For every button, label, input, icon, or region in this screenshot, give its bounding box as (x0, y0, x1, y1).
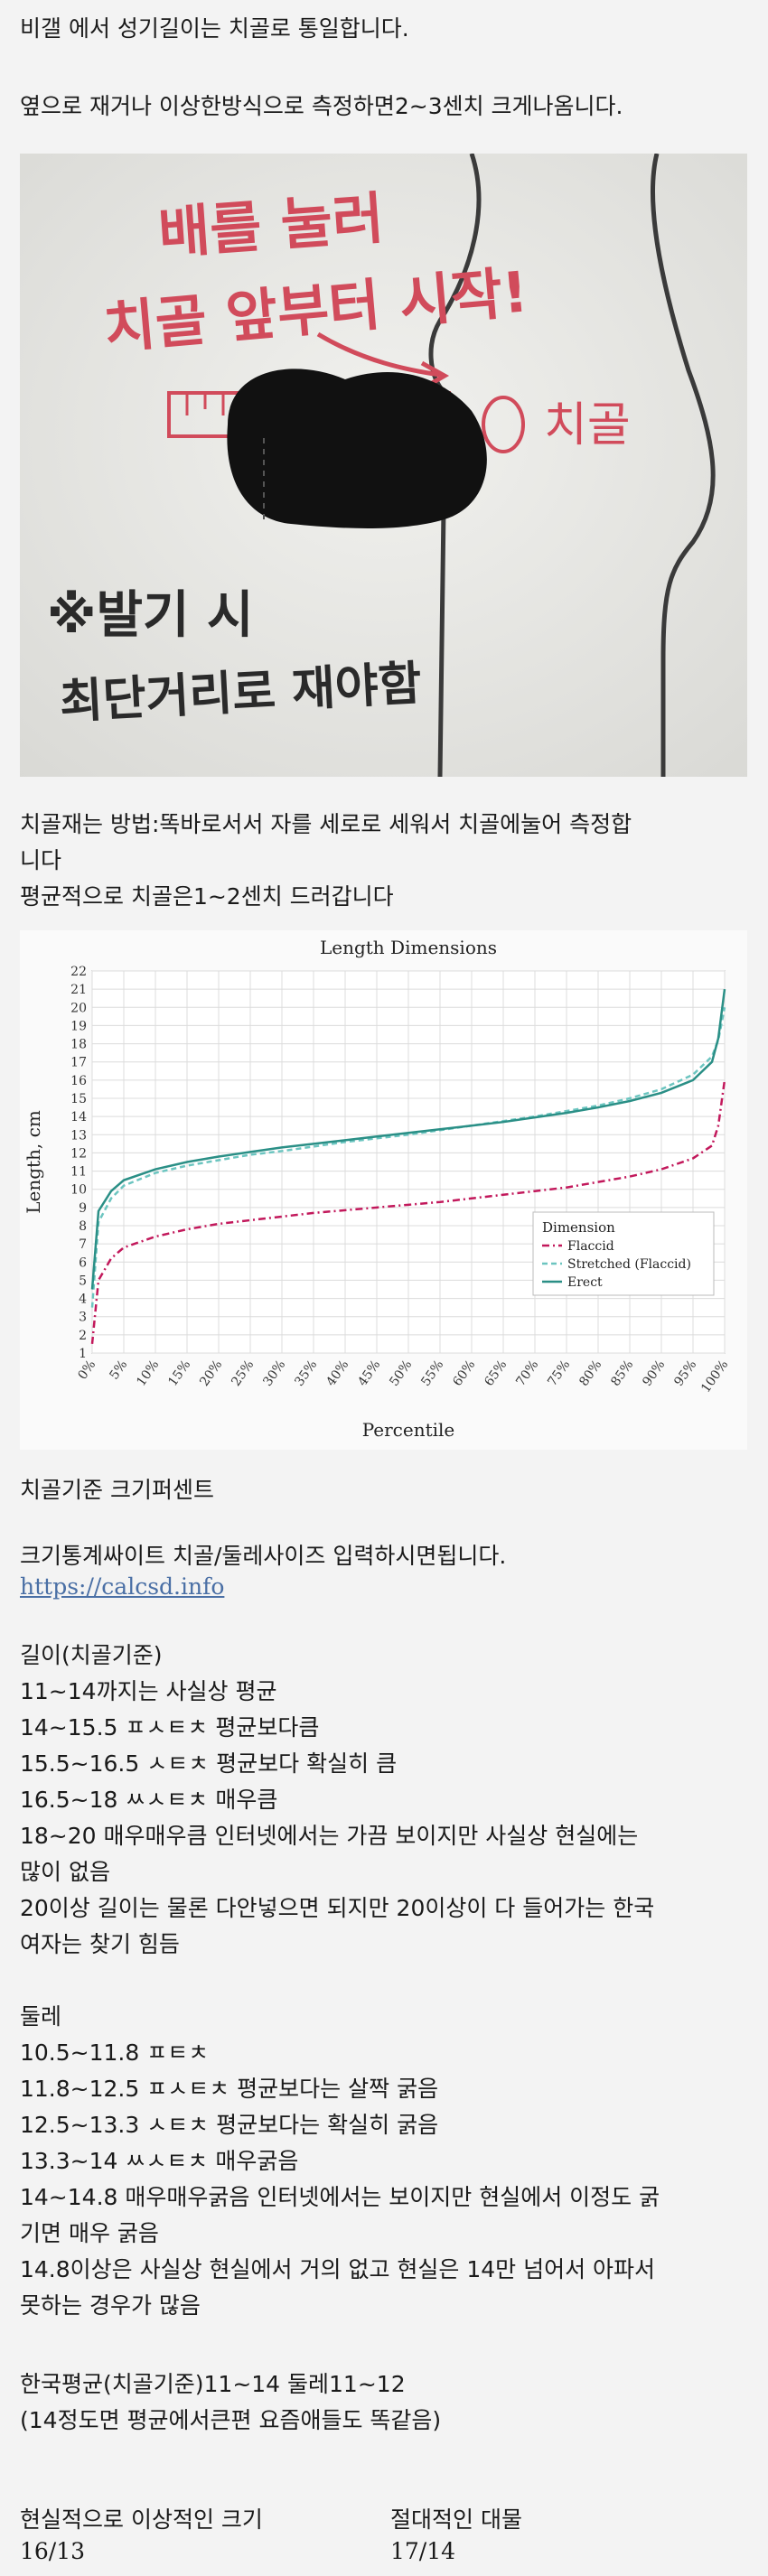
summary-left-label: 현실적으로 이상적인 크기 (20, 2506, 263, 2533)
x-tick-label: 70% (513, 1358, 541, 1389)
y-tick-label: 5 (79, 1274, 87, 1288)
x-tick-label: 25% (229, 1358, 257, 1389)
y-tick-label: 4 (79, 1293, 87, 1307)
korea-avg-line-1: 한국평균(치골기준)11~14 둘레11~12 (20, 2371, 406, 2397)
chart-title: Length Dimensions (320, 937, 497, 958)
y-tick-label: 1 (79, 1347, 87, 1361)
summary-right-value: 17/14 (390, 2538, 456, 2564)
y-tick-label: 15 (70, 1092, 87, 1106)
x-tick-label: 95% (671, 1358, 699, 1389)
x-tick-label: 15% (165, 1358, 193, 1389)
legend-title: Dimension (542, 1219, 615, 1236)
length-section-title: 길이(치골기준) (20, 1642, 163, 1668)
method-line-3: 평균적으로 치골은1~2센치 드러갑니다 (20, 883, 394, 910)
illustration-bottom-text-1: ※발기 시 (47, 586, 254, 645)
x-tick-label: 10% (134, 1358, 162, 1389)
y-tick-label: 16 (70, 1074, 87, 1088)
y-tick-label: 14 (70, 1110, 87, 1125)
y-tick-label: 19 (70, 1019, 87, 1033)
section-line: 10.5~11.8 ㅍㅌㅊ (20, 2039, 210, 2066)
y-tick-label: 18 (70, 1038, 87, 1052)
section-line: 20이상 길이는 물론 다안넣으면 되지만 20이상이 다 들어가는 한국 (20, 1895, 655, 1921)
x-tick-label: 90% (640, 1358, 668, 1389)
section-line: 14~15.5 ㅍㅅㅌㅊ 평균보다큼 (20, 1714, 320, 1741)
y-axis-label: Length, cm (23, 1110, 44, 1214)
x-tick-label: 35% (292, 1358, 320, 1389)
y-tick-label: 6 (79, 1255, 87, 1270)
y-tick-label: 7 (79, 1237, 87, 1252)
y-tick-label: 12 (70, 1146, 87, 1161)
y-tick-label: 3 (79, 1311, 87, 1325)
section-line: 못하는 경우가 많음 (20, 2292, 201, 2319)
korea-avg-line-2: (14정도면 평균에서큰편 요즘애들도 똑같음) (20, 2407, 442, 2433)
legend-entry: Flaccid (567, 1239, 614, 1254)
illustration-drawing: 배를 눌러 치골 앞부터 시작! 치골 ※발기 시 최단거리로 재야함 (20, 154, 747, 777)
y-tick-label: 17 (70, 1056, 87, 1070)
illustration-top-text-1: 배를 눌러 (156, 185, 386, 266)
y-tick-label: 13 (70, 1128, 87, 1143)
x-tick-label: 85% (608, 1358, 636, 1389)
x-tick-label: 55% (418, 1358, 446, 1389)
measurement-illustration: 배를 눌러 치골 앞부터 시작! 치골 ※발기 시 최단거리로 재야함 (20, 154, 747, 777)
series-line-flaccid (90, 1079, 726, 1345)
x-tick-label: 50% (387, 1358, 415, 1389)
y-tick-label: 20 (70, 1001, 87, 1015)
y-tick-label: 11 (70, 1165, 87, 1180)
x-tick-label: 40% (323, 1358, 351, 1389)
x-tick-label: 20% (197, 1358, 225, 1389)
arrow-icon (316, 331, 441, 378)
summary-right-label: 절대적인 대물 (390, 2506, 522, 2533)
x-tick-label: 80% (576, 1358, 604, 1389)
girth-section-title: 둘레 (20, 2003, 62, 2030)
section-line: 14~14.8 매우매우굵음 인터넷에서는 보이지만 현실에서 이정도 굵 (20, 2184, 660, 2210)
section-line: 11.8~12.5 ㅍㅅㅌㅊ 평균보다는 살짝 굵음 (20, 2076, 439, 2102)
x-tick-label: 0% (75, 1358, 98, 1382)
illustration-bone-label: 치골 (544, 398, 631, 453)
section-line: 15.5~16.5 ㅅㅌㅊ 평균보다 확실히 큼 (20, 1750, 398, 1777)
section-line: 11~14까지는 사실상 평균 (20, 1678, 277, 1704)
x-tick-label: 65% (482, 1358, 510, 1389)
site-link[interactable]: https://calcsd.info (20, 1573, 225, 1600)
legend-entry: Erect (567, 1275, 603, 1290)
section-line: 13.3~14 ㅆㅅㅌㅊ 매우굵음 (20, 2148, 299, 2174)
section-line: 18~20 매우매우큼 인터넷에서는 가끔 보이지만 사실상 현실에는 (20, 1823, 639, 1849)
section-line: 14.8이상은 사실상 현실에서 거의 없고 현실은 14만 넘어서 아파서 (20, 2256, 656, 2282)
percent-heading: 치골기준 크기퍼센트 (20, 1477, 214, 1503)
y-tick-label: 9 (79, 1201, 87, 1216)
series-line-stretched-flaccid (90, 1007, 726, 1308)
x-tick-label: 5% (107, 1358, 130, 1382)
x-tick-label: 75% (545, 1358, 573, 1389)
censored-blob (227, 369, 487, 528)
x-tick-label: 45% (355, 1358, 383, 1389)
x-axis-label: Percentile (362, 1419, 455, 1441)
legend-entry: Stretched (Flaccid) (567, 1257, 691, 1272)
y-tick-label: 21 (70, 983, 87, 997)
section-line: 16.5~18 ㅆㅅㅌㅊ 매우큼 (20, 1787, 278, 1813)
series-line-erect (90, 988, 726, 1290)
method-line-1: 치골재는 방법:똑바로서서 자를 세로로 세워서 치골에눌어 측정합 (20, 811, 632, 837)
method-line-2: 니다 (20, 847, 62, 873)
section-line: 기면 매우 굵음 (20, 2220, 159, 2246)
x-tick-label: 100% (698, 1358, 731, 1395)
summary-left-value: 16/13 (20, 2538, 86, 2564)
y-tick-label: 10 (70, 1183, 87, 1198)
y-tick-label: 2 (79, 1329, 87, 1343)
section-line: 많이 없음 (20, 1859, 110, 1885)
intro-line-2: 옆으로 재거나 이상한방식으로 측정하면2~3센치 크게나옴니다. (20, 93, 623, 119)
length-dimensions-chart: 1 2 3 4 5 6 7 8 9 10 11 12 13 14 15 16 17 18 19 20 21 22 0% 5% 1… (20, 930, 747, 1450)
legend-box (532, 1211, 715, 1296)
site-text: 크기통계싸이트 치골/둘레사이즈 입력하시면됩니다. (20, 1543, 507, 1569)
intro-line-1: 비갤 에서 성기길이는 치골로 통일합니다. (20, 15, 409, 42)
x-tick-label: 60% (450, 1358, 478, 1389)
section-line: 여자는 찾기 힘듬 (20, 1931, 180, 1957)
y-tick-label: 22 (70, 965, 87, 979)
x-tick-label: 30% (260, 1358, 288, 1389)
side-body-outline (651, 154, 716, 777)
y-tick-label: 8 (79, 1219, 87, 1234)
pubic-bone-mark (482, 396, 525, 453)
section-line: 12.5~13.3 ㅅㅌㅊ 평균보다는 확실히 굵음 (20, 2112, 439, 2138)
